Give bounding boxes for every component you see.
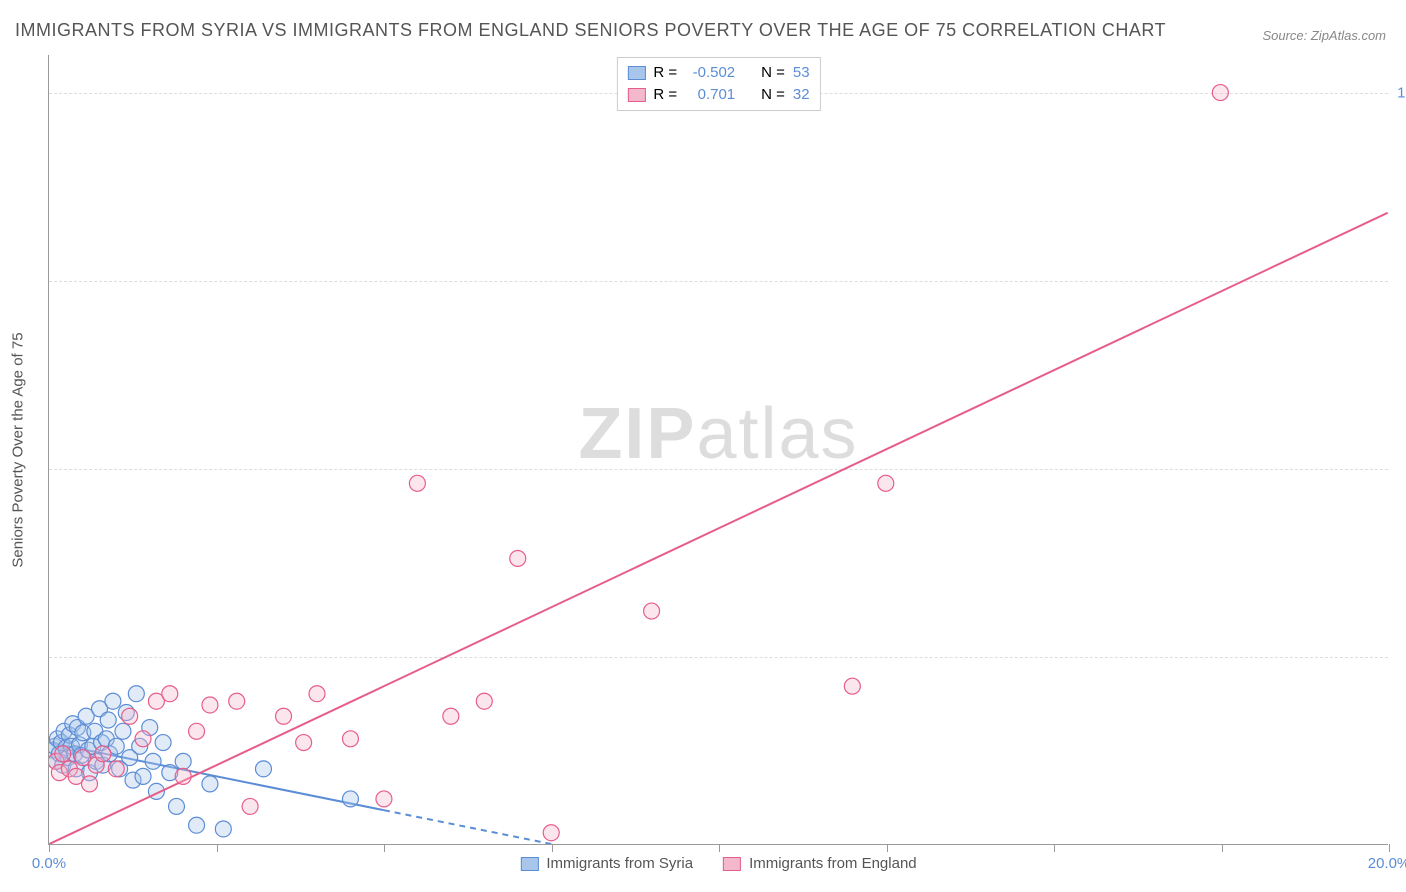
- series-legend: Immigrants from Syria Immigrants from En…: [520, 855, 916, 872]
- x-tick: [217, 844, 218, 852]
- scatter-svg: [49, 55, 1388, 844]
- x-tick: [719, 844, 720, 852]
- series2-r-value: 0.701: [685, 84, 735, 106]
- x-tick: [49, 844, 50, 852]
- source-attribution: Source: ZipAtlas.com: [1262, 28, 1386, 43]
- y-tick-label: 100.0%: [1397, 84, 1406, 101]
- x-tick-label: 20.0%: [1368, 855, 1406, 872]
- correlation-legend-row: R = 0.701 N = 32: [627, 84, 809, 106]
- r-label: R =: [653, 84, 677, 106]
- series1-swatch: [627, 66, 645, 80]
- n-label: N =: [761, 62, 785, 84]
- series2-swatch: [723, 857, 741, 871]
- chart-title: IMMIGRANTS FROM SYRIA VS IMMIGRANTS FROM…: [15, 20, 1166, 41]
- y-axis-label: Seniors Poverty Over the Age of 75: [10, 332, 27, 567]
- x-tick: [887, 844, 888, 852]
- correlation-legend-row: R = -0.502 N = 53: [627, 62, 809, 84]
- x-tick: [1222, 844, 1223, 852]
- n-label: N =: [761, 84, 785, 106]
- series1-r-value: -0.502: [685, 62, 735, 84]
- series1-n-value: 53: [793, 62, 810, 84]
- x-tick: [384, 844, 385, 852]
- x-tick: [1054, 844, 1055, 852]
- x-tick-label: 0.0%: [32, 855, 66, 872]
- r-label: R =: [653, 62, 677, 84]
- x-tick: [552, 844, 553, 852]
- series2-n-value: 32: [793, 84, 810, 106]
- series1-label: Immigrants from Syria: [546, 855, 693, 872]
- correlation-legend: R = -0.502 N = 53 R = 0.701 N = 32: [616, 57, 820, 111]
- legend-item: Immigrants from England: [723, 855, 917, 872]
- plot-area: ZIPatlas 25.0%50.0%75.0%100.0% 0.0%20.0%…: [48, 55, 1388, 845]
- series1-swatch: [520, 857, 538, 871]
- series2-swatch: [627, 88, 645, 102]
- legend-item: Immigrants from Syria: [520, 855, 693, 872]
- x-tick: [1389, 844, 1390, 852]
- series2-label: Immigrants from England: [749, 855, 917, 872]
- chart-container: Seniors Poverty Over the Age of 75 ZIPat…: [48, 55, 1388, 845]
